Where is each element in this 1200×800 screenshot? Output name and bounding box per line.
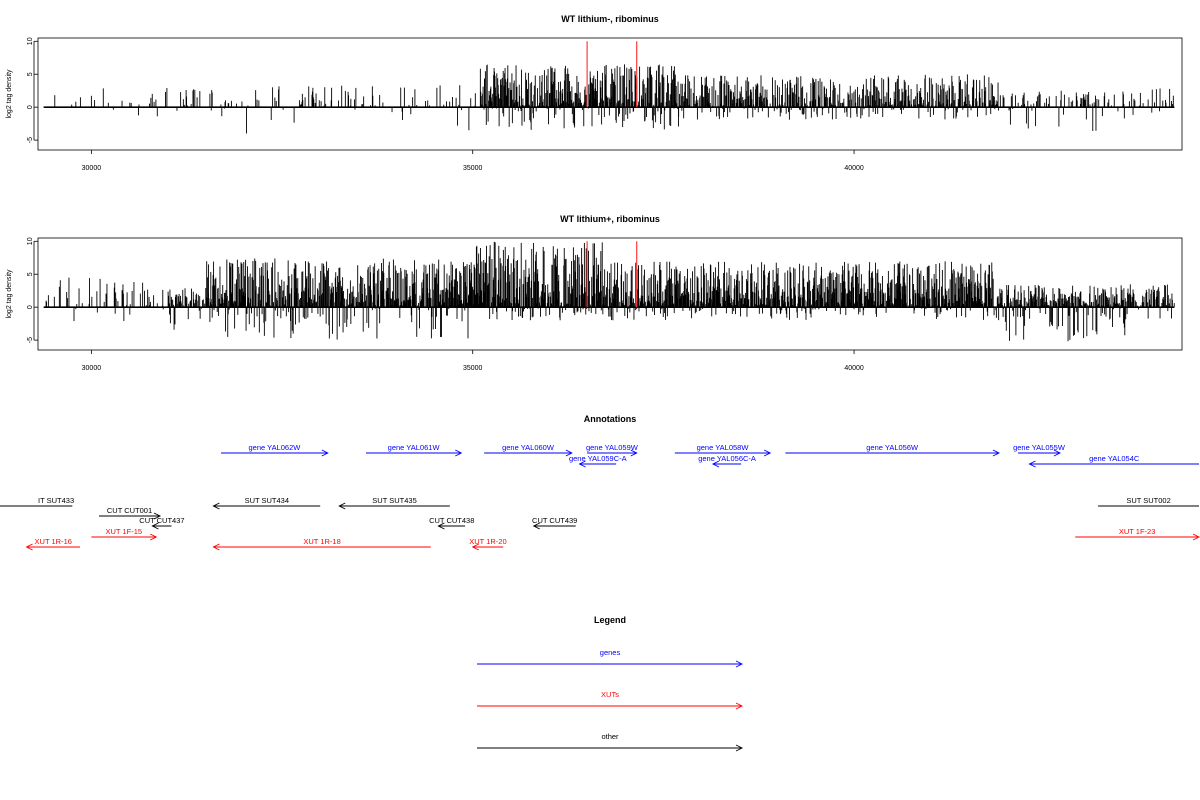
x-tick-label: 30000 [82, 365, 102, 372]
y-axis-label: log2 tag density [6, 269, 13, 319]
arrow-head [151, 522, 159, 530]
plot-frame [37, 237, 1183, 351]
arrow-head [338, 502, 346, 510]
chart-title: WT lithium+, ribominus [560, 214, 660, 224]
feature-label: SUT SUT002 [1126, 496, 1170, 505]
density-bars [45, 241, 1175, 342]
arrow-head [212, 543, 220, 551]
feature-label: XUT 1F-23 [1119, 527, 1156, 536]
feature-label: IT SUT433 [38, 496, 74, 505]
feature-label: XUT 1R-18 [303, 537, 340, 546]
x-tick-label: 40000 [844, 365, 864, 372]
legend-label: genes [600, 648, 621, 657]
feature-label: gene YAL061W [388, 443, 441, 452]
feature-label: XUT 1R-20 [469, 537, 506, 546]
feature-label: gene YAL056C-A [698, 454, 756, 463]
arrow-head [1192, 533, 1200, 541]
feature-label: gene YAL059C-A [569, 454, 627, 463]
arrow-head [212, 502, 220, 510]
arrow-head [735, 702, 744, 710]
arrow-head [153, 512, 162, 520]
arrow-head [711, 460, 720, 468]
feature-label: XUT 1F-15 [106, 527, 143, 536]
feature-label: SUT SUT435 [372, 496, 416, 505]
y-tick-label: 10 [27, 237, 34, 245]
legend-label: XUTs [601, 690, 619, 699]
feature-label: gene YAL059W [586, 443, 639, 452]
plot-frame [37, 37, 1183, 151]
legend-title: Legend [594, 615, 626, 625]
feature-label: gene YAL062W [248, 443, 301, 452]
arrow-head [437, 522, 445, 530]
arrow-head [992, 449, 1000, 457]
arrow-head [735, 660, 744, 668]
feature-label: CUT CUT437 [139, 516, 184, 525]
feature-label: CUT CUT001 [107, 506, 152, 515]
density-bars [54, 64, 1174, 134]
track-panel-lithium-minus: WT lithium-, ribominus 10 5 0 -5 log2 tag den… [6, 14, 1183, 172]
arrow-head [630, 449, 638, 457]
y-axis-label: log2 tag density [6, 69, 13, 119]
feature-label: gene YAL060W [502, 443, 555, 452]
arrow-head [532, 522, 540, 530]
y-tick-label: 0 [27, 305, 34, 309]
arrow-head [150, 533, 158, 541]
annotations-panel: Annotations gene YAL062W gene YAL061W gene … [0, 414, 1200, 551]
feature-label: XUT 1R-16 [35, 537, 72, 546]
annotations-title: Annotations [584, 414, 637, 424]
x-tick-label: 35000 [463, 165, 483, 172]
feature-label: CUT CUT439 [532, 516, 577, 525]
arrow-head [735, 744, 744, 752]
arrow-head [1028, 460, 1036, 468]
y-tick-label: -5 [27, 137, 34, 143]
arrow-head [455, 449, 463, 457]
arrow-head [321, 449, 329, 457]
arrow-head [25, 543, 33, 551]
y-tick-label: 5 [27, 72, 34, 76]
legend-panel: Legend genes XUTs other [477, 615, 744, 752]
feature-label: gene YAL055W [1013, 443, 1066, 452]
legend-label: other [601, 732, 619, 741]
x-tick-label: 30000 [82, 165, 102, 172]
feature-label: gene YAL054C [1089, 454, 1140, 463]
feature-label: gene YAL058W [697, 443, 750, 452]
y-tick-label: -5 [27, 337, 34, 343]
chart-title: WT lithium-, ribominus [561, 14, 659, 24]
arrow-head [578, 460, 586, 468]
y-tick-label: 10 [27, 37, 34, 45]
arrow-head [471, 543, 479, 551]
arrow-head [1053, 449, 1061, 457]
feature-label: SUT SUT434 [245, 496, 289, 505]
arrow-head [763, 449, 772, 457]
track-panel-lithium-plus: WT lithium+, ribominus 10 5 0 -5 log2 tag den… [6, 214, 1183, 372]
feature-label: gene YAL056W [866, 443, 919, 452]
x-tick-label: 40000 [844, 165, 864, 172]
y-tick-label: 5 [27, 272, 34, 276]
feature-label: CUT CUT438 [429, 516, 474, 525]
arrow-head [565, 449, 573, 457]
x-tick-label: 35000 [463, 365, 483, 372]
y-tick-label: 0 [27, 105, 34, 109]
